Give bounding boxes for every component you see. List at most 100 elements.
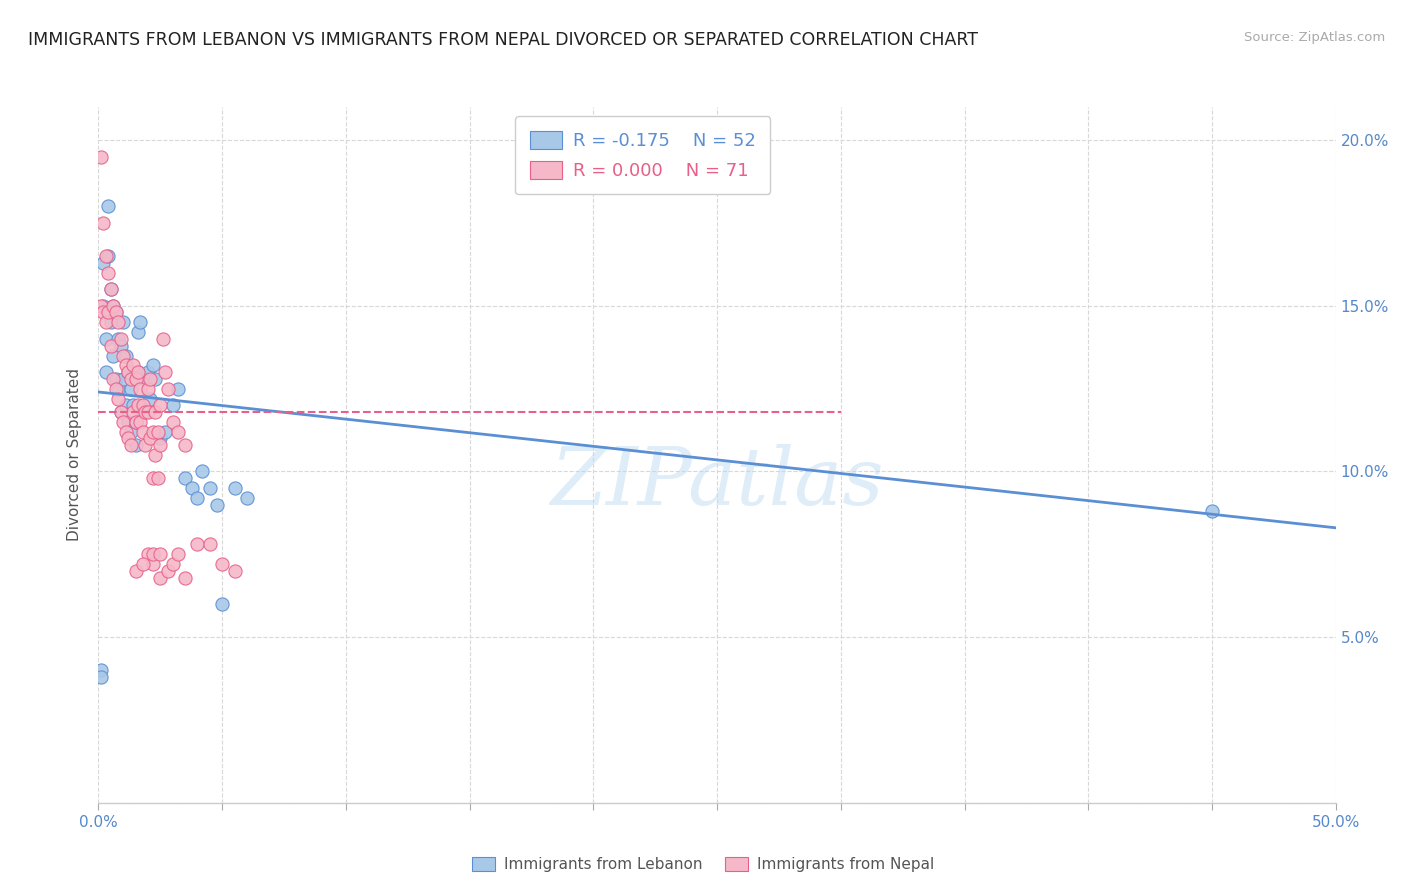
- Point: [93, 299, 115, 313]
- Point: [124, 438, 146, 452]
- Point: [143, 448, 166, 462]
- Point: [107, 332, 129, 346]
- Point: [134, 372, 156, 386]
- Point: [93, 256, 115, 270]
- Point: [100, 315, 122, 329]
- Text: ZIPatlas: ZIPatlas: [550, 444, 884, 522]
- Point: [117, 431, 139, 445]
- Point: [191, 465, 214, 479]
- Text: IMMIGRANTS FROM LEBANON VS IMMIGRANTS FROM NEPAL DIVORCED OR SEPARATED CORRELATI: IMMIGRANTS FROM LEBANON VS IMMIGRANTS FR…: [28, 31, 979, 49]
- Point: [103, 299, 125, 313]
- Point: [117, 415, 139, 429]
- Point: [129, 415, 152, 429]
- Legend: Immigrants from Lebanon, Immigrants from Nepal: Immigrants from Lebanon, Immigrants from…: [464, 849, 942, 880]
- Point: [166, 382, 188, 396]
- Point: [104, 305, 127, 319]
- Point: [152, 332, 174, 346]
- Point: [174, 471, 197, 485]
- Point: [142, 547, 165, 561]
- Point: [94, 249, 117, 263]
- Point: [90, 150, 112, 164]
- Point: [162, 398, 184, 412]
- Y-axis label: Divorced or Separated: Divorced or Separated: [67, 368, 83, 541]
- Point: [104, 305, 127, 319]
- Point: [132, 558, 155, 572]
- Point: [107, 382, 129, 396]
- Point: [132, 425, 155, 439]
- Point: [124, 415, 146, 429]
- Point: [110, 405, 132, 419]
- Point: [122, 398, 145, 412]
- Point: [149, 398, 172, 412]
- Point: [100, 282, 122, 296]
- Point: [139, 372, 162, 386]
- Point: [174, 438, 197, 452]
- Point: [103, 299, 125, 313]
- Point: [120, 382, 142, 396]
- Point: [139, 392, 162, 406]
- Point: [1201, 504, 1223, 518]
- Point: [110, 405, 132, 419]
- Point: [155, 365, 177, 379]
- Point: [94, 365, 117, 379]
- Point: [162, 558, 184, 572]
- Point: [142, 558, 165, 572]
- Point: [97, 305, 120, 319]
- Point: [136, 382, 159, 396]
- Point: [93, 305, 115, 319]
- Point: [90, 663, 112, 677]
- Point: [114, 425, 136, 439]
- Point: [134, 438, 156, 452]
- Point: [166, 425, 188, 439]
- Point: [94, 315, 117, 329]
- Point: [224, 564, 246, 578]
- Point: [155, 425, 177, 439]
- Point: [129, 382, 152, 396]
- Point: [142, 359, 165, 373]
- Point: [224, 481, 246, 495]
- Point: [136, 547, 159, 561]
- Point: [93, 216, 115, 230]
- Point: [110, 332, 132, 346]
- Point: [90, 299, 112, 313]
- Point: [90, 670, 112, 684]
- Point: [198, 537, 221, 551]
- Point: [127, 326, 149, 340]
- Point: [117, 365, 139, 379]
- Point: [181, 481, 204, 495]
- Point: [236, 491, 259, 505]
- Point: [132, 398, 155, 412]
- Point: [198, 481, 221, 495]
- Point: [112, 315, 135, 329]
- Point: [107, 315, 129, 329]
- Point: [110, 338, 132, 352]
- Point: [124, 372, 146, 386]
- Point: [114, 359, 136, 373]
- Point: [114, 349, 136, 363]
- Point: [107, 392, 129, 406]
- Point: [211, 597, 233, 611]
- Point: [104, 382, 127, 396]
- Point: [120, 438, 142, 452]
- Point: [174, 570, 197, 584]
- Text: Source: ZipAtlas.com: Source: ZipAtlas.com: [1244, 31, 1385, 45]
- Point: [104, 372, 127, 386]
- Point: [112, 372, 135, 386]
- Point: [149, 431, 172, 445]
- Point: [149, 438, 172, 452]
- Legend: R = -0.175    N = 52, R = 0.000    N = 71: R = -0.175 N = 52, R = 0.000 N = 71: [515, 116, 770, 194]
- Point: [97, 249, 120, 263]
- Point: [124, 564, 146, 578]
- Point: [112, 415, 135, 429]
- Point: [186, 537, 208, 551]
- Point: [143, 405, 166, 419]
- Point: [124, 415, 146, 429]
- Point: [136, 365, 159, 379]
- Point: [100, 282, 122, 296]
- Point: [162, 415, 184, 429]
- Point: [205, 498, 228, 512]
- Point: [97, 199, 120, 213]
- Point: [127, 365, 149, 379]
- Point: [211, 558, 233, 572]
- Point: [103, 349, 125, 363]
